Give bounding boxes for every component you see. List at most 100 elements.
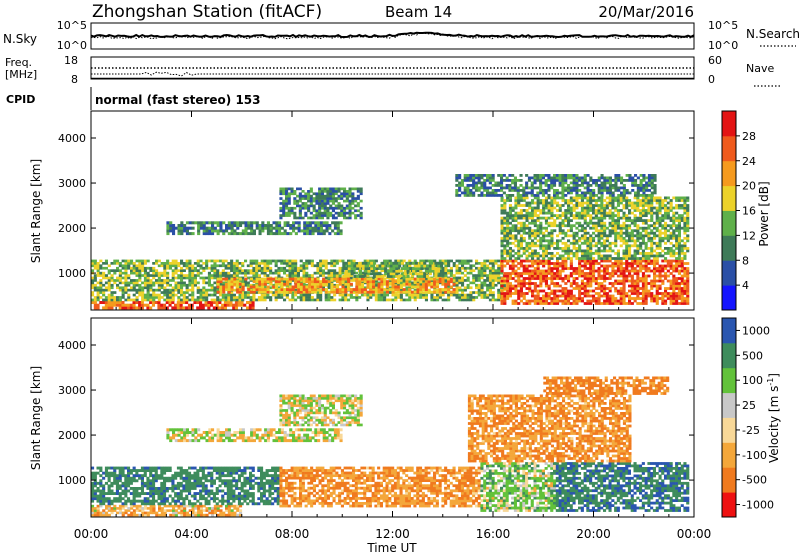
- power-cell: [327, 269, 331, 272]
- power-cell: [141, 288, 145, 292]
- power-cell: [511, 254, 515, 258]
- power-cell: [622, 299, 626, 303]
- power-cell: [135, 291, 139, 294]
- power-cell: [260, 271, 264, 275]
- power-cell: [349, 282, 353, 286]
- power-cell: [182, 293, 186, 297]
- power-cell: [291, 266, 295, 270]
- power-cell: [463, 286, 467, 290]
- power-cell: [113, 303, 117, 307]
- power-cell: [294, 262, 298, 265]
- power-cell: [497, 291, 501, 294]
- power-cell: [542, 216, 546, 220]
- power-cell: [594, 252, 598, 255]
- power-cell: [399, 283, 403, 287]
- power-cell: [320, 202, 324, 205]
- power-cell: [233, 229, 237, 233]
- power-cell: [558, 226, 562, 230]
- power-cell: [469, 271, 473, 275]
- power-cell: [519, 211, 523, 215]
- power-cell: [597, 284, 601, 288]
- power-cell: [219, 280, 223, 284]
- power-cell: [458, 266, 462, 270]
- power-cell: [633, 292, 637, 295]
- power-cell: [412, 261, 416, 265]
- power-cell: [583, 219, 587, 222]
- power-cell: [669, 279, 673, 283]
- power-cell: [575, 302, 579, 305]
- power-cell: [619, 279, 623, 283]
- power-cell: [677, 262, 681, 265]
- power-cell: [316, 277, 320, 281]
- power-cell: [193, 276, 197, 280]
- power-cell: [586, 201, 590, 205]
- power-cell: [149, 288, 153, 292]
- power-cell: [132, 288, 136, 292]
- power-cell: [329, 194, 333, 198]
- power-cell: [320, 214, 324, 217]
- power-cell: [603, 231, 607, 235]
- power-cell: [531, 262, 535, 265]
- power-cell: [503, 234, 507, 238]
- power-cell: [348, 211, 352, 215]
- power-cell: [675, 302, 679, 305]
- power-cell: [650, 236, 654, 240]
- power-cell: [263, 296, 267, 299]
- power-cell: [165, 301, 169, 304]
- power-cell: [567, 209, 571, 212]
- power-cell: [603, 259, 607, 263]
- power-cell: [308, 280, 312, 284]
- power-cell: [302, 283, 306, 287]
- power-cell: [650, 204, 654, 207]
- power-cell: [664, 204, 668, 207]
- power-cell: [116, 259, 120, 263]
- power-cell: [226, 303, 230, 307]
- power-cell: [230, 288, 234, 291]
- power-cell: [297, 282, 301, 286]
- power-cell: [506, 274, 510, 278]
- power-cell: [205, 259, 209, 263]
- power-cell: [542, 302, 546, 305]
- power-cell: [314, 221, 318, 225]
- power-cell: [578, 201, 582, 205]
- power-cell: [653, 269, 657, 273]
- power-cell: [544, 272, 548, 275]
- power-cell: [547, 269, 551, 273]
- power-cell: [333, 290, 337, 294]
- power-cell: [653, 199, 657, 202]
- power-cell: [455, 279, 459, 282]
- power-cell: [326, 187, 330, 191]
- power-cell: [680, 297, 684, 300]
- power-cell: [308, 290, 312, 294]
- power-cell: [155, 271, 159, 275]
- power-cell: [686, 287, 690, 290]
- power-cell: [536, 262, 540, 265]
- power-cell: [285, 202, 289, 205]
- power-cell: [569, 214, 573, 217]
- power-cell: [644, 247, 648, 250]
- power-cell: [430, 262, 434, 265]
- power-cell: [110, 291, 114, 294]
- power-cell: [644, 274, 648, 278]
- power-cell: [166, 296, 170, 299]
- power-cell: [224, 264, 228, 268]
- power-cell: [366, 282, 370, 286]
- power-cell: [644, 257, 648, 260]
- power-cell: [550, 201, 554, 205]
- power-cell: [221, 281, 225, 285]
- power-cell: [497, 288, 501, 292]
- power-cell: [329, 206, 333, 210]
- power-cell: [180, 283, 184, 287]
- power-cell: [514, 236, 518, 240]
- power-cell: [341, 277, 345, 281]
- power-cell: [235, 264, 239, 268]
- power-cell: [388, 259, 392, 263]
- power-cell: [291, 271, 295, 275]
- power-cell: [655, 201, 659, 205]
- power-cell: [583, 209, 587, 212]
- power-cell: [589, 299, 593, 303]
- power-cell: [444, 285, 448, 289]
- power-cell: [163, 303, 167, 307]
- power-cell: [572, 214, 576, 217]
- power-cell: [569, 201, 573, 205]
